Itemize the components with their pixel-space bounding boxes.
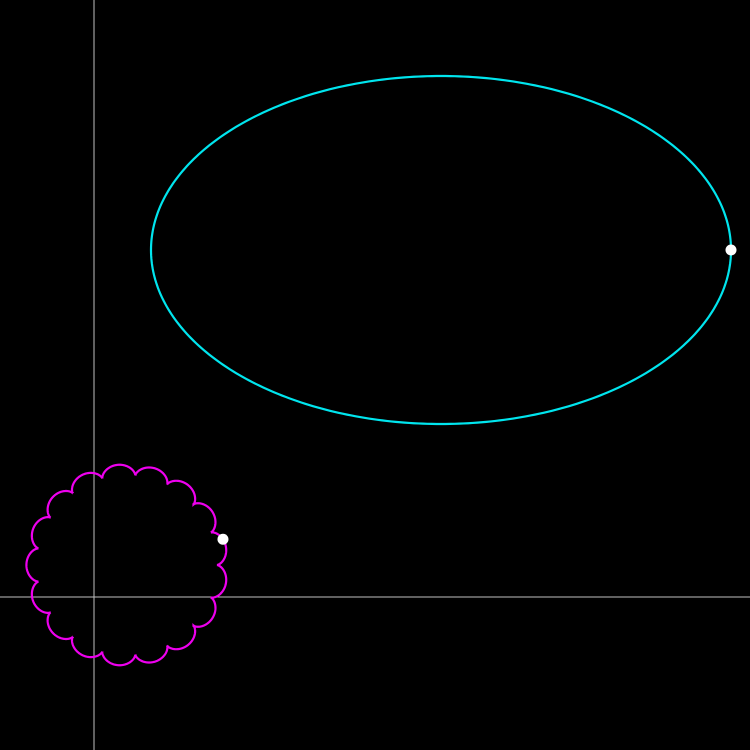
ellipse-curve bbox=[149, 74, 733, 426]
ellipse-tracer-point bbox=[725, 244, 737, 256]
epicycloid-tracer-point bbox=[217, 533, 229, 545]
epicycloid-curve bbox=[25, 463, 228, 667]
